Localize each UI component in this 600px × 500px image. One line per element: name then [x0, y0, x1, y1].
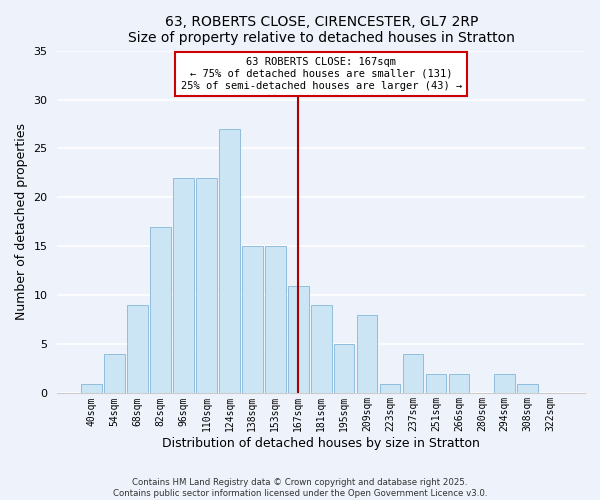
Text: 63 ROBERTS CLOSE: 167sqm
← 75% of detached houses are smaller (131)
25% of semi-: 63 ROBERTS CLOSE: 167sqm ← 75% of detach…	[181, 58, 462, 90]
Bar	[334, 344, 355, 394]
Y-axis label: Number of detached properties: Number of detached properties	[15, 124, 28, 320]
Bar	[265, 246, 286, 394]
Bar	[288, 286, 308, 394]
Bar	[242, 246, 263, 394]
Bar	[127, 305, 148, 394]
Bar	[403, 354, 424, 394]
Bar	[517, 384, 538, 394]
Bar	[357, 315, 377, 394]
Bar	[425, 374, 446, 394]
Bar	[196, 178, 217, 394]
X-axis label: Distribution of detached houses by size in Stratton: Distribution of detached houses by size …	[162, 437, 480, 450]
Bar	[494, 374, 515, 394]
Text: Contains HM Land Registry data © Crown copyright and database right 2025.
Contai: Contains HM Land Registry data © Crown c…	[113, 478, 487, 498]
Bar	[219, 129, 240, 394]
Bar	[82, 384, 102, 394]
Bar	[380, 384, 400, 394]
Bar	[150, 227, 171, 394]
Bar	[311, 305, 332, 394]
Bar	[173, 178, 194, 394]
Bar	[449, 374, 469, 394]
Bar	[104, 354, 125, 394]
Title: 63, ROBERTS CLOSE, CIRENCESTER, GL7 2RP
Size of property relative to detached ho: 63, ROBERTS CLOSE, CIRENCESTER, GL7 2RP …	[128, 15, 515, 45]
